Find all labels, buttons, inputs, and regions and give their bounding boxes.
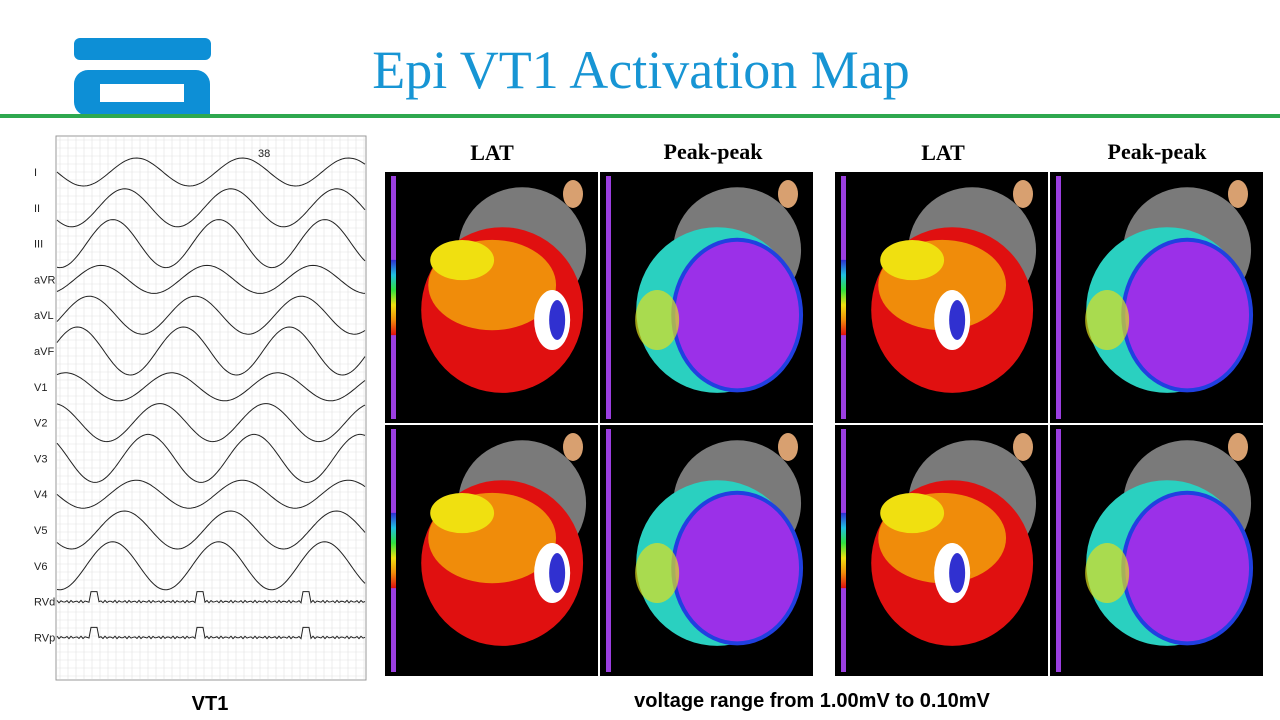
ecg-trace bbox=[56, 541, 366, 591]
ecg-caption: VT1 bbox=[192, 693, 229, 715]
logo bbox=[74, 38, 211, 116]
color-bar-segment bbox=[841, 512, 846, 589]
ecg-trace bbox=[56, 433, 366, 483]
heart-surface bbox=[1085, 290, 1130, 351]
lead-label: V1 bbox=[34, 382, 47, 394]
heart-surface bbox=[549, 300, 566, 341]
ecg-trace bbox=[56, 626, 366, 640]
heart-surface bbox=[671, 237, 804, 393]
torso-icon bbox=[778, 180, 798, 208]
heart-surface bbox=[1085, 543, 1130, 604]
color-bar-segment bbox=[391, 512, 396, 589]
color-bar-segment bbox=[841, 259, 846, 336]
color-bar bbox=[1056, 176, 1061, 419]
heart-surface bbox=[1121, 490, 1254, 646]
voltage-caption: voltage range from 1.00mV to 0.10mV bbox=[634, 690, 990, 712]
map-view bbox=[835, 425, 1048, 676]
lead-label: V4 bbox=[34, 489, 47, 501]
panel-header: LAT bbox=[921, 140, 965, 165]
ecg-trace bbox=[56, 326, 366, 376]
heart-surface bbox=[635, 543, 680, 604]
lead-label: II bbox=[34, 203, 40, 215]
map-view bbox=[1050, 425, 1263, 676]
torso-icon bbox=[1228, 180, 1248, 208]
ecg-trace bbox=[56, 510, 366, 550]
ecg-trace bbox=[56, 188, 366, 228]
heart-surface bbox=[880, 239, 945, 281]
lead-label: aVF bbox=[34, 346, 54, 358]
map-view bbox=[835, 172, 1048, 423]
ecg-strip bbox=[55, 135, 367, 681]
color-bar bbox=[606, 429, 611, 672]
lead-label: V2 bbox=[34, 418, 47, 430]
panel-header: Peak-peak bbox=[664, 139, 764, 164]
heart-surface bbox=[635, 290, 680, 351]
map-view bbox=[1050, 172, 1263, 423]
slide-title: Epi VT1 Activation Map bbox=[372, 40, 909, 100]
ecg-trace bbox=[56, 372, 366, 402]
lead-label: I bbox=[34, 167, 37, 179]
lead-label: III bbox=[34, 239, 43, 251]
map-view bbox=[385, 425, 598, 676]
ecg-trace bbox=[56, 403, 366, 443]
torso-icon bbox=[1013, 180, 1033, 208]
ecg-trace bbox=[56, 264, 366, 294]
lead-label: V6 bbox=[34, 561, 47, 573]
ecg-trace bbox=[56, 591, 366, 604]
beat-number: 38 bbox=[258, 148, 270, 160]
color-bar bbox=[606, 176, 611, 419]
lead-label: aVR bbox=[34, 274, 55, 286]
heart-surface bbox=[430, 492, 495, 534]
ecg-trace bbox=[56, 219, 366, 269]
lead-label: aVL bbox=[34, 310, 54, 322]
map-view bbox=[600, 425, 813, 676]
lead-label: RVd bbox=[34, 597, 55, 609]
ecg-trace bbox=[56, 157, 366, 187]
panel-header: Peak-peak bbox=[1108, 139, 1208, 164]
heart-surface bbox=[880, 492, 945, 534]
ecg-trace bbox=[56, 479, 366, 509]
map-view bbox=[600, 172, 813, 423]
heart-surface bbox=[949, 300, 966, 341]
heart-surface bbox=[430, 239, 495, 281]
torso-icon bbox=[778, 433, 798, 461]
panel-header: LAT bbox=[470, 140, 514, 165]
color-bar bbox=[1056, 429, 1061, 672]
color-bar-segment bbox=[391, 259, 396, 336]
map-view bbox=[385, 172, 598, 423]
heart-surface bbox=[1121, 237, 1254, 393]
heart-surface bbox=[549, 553, 566, 594]
lead-label: RVp bbox=[34, 632, 55, 644]
torso-icon bbox=[563, 180, 583, 208]
heart-surface bbox=[671, 490, 804, 646]
lead-label: V5 bbox=[34, 525, 47, 537]
torso-icon bbox=[1013, 433, 1033, 461]
divider bbox=[0, 114, 1280, 118]
heart-surface bbox=[949, 553, 966, 594]
torso-icon bbox=[1228, 433, 1248, 461]
ecg-trace bbox=[56, 295, 366, 335]
lead-label: V3 bbox=[34, 453, 47, 465]
torso-icon bbox=[563, 433, 583, 461]
